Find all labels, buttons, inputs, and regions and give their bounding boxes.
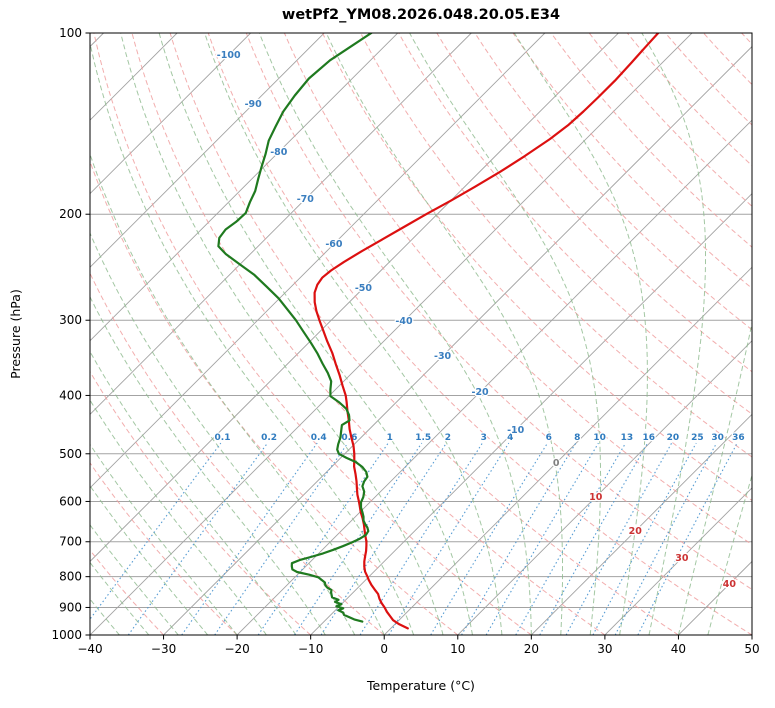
y-tick-label: 900 (59, 600, 82, 614)
mixing-ratio-label: 1.5 (415, 433, 431, 443)
isotherm-label: -100 (217, 50, 241, 61)
temperature-curve (313, 33, 660, 630)
mixing-ratio-label: 2 (445, 433, 451, 443)
isotherm-label: -60 (325, 239, 343, 250)
x-tick-label: −20 (224, 642, 249, 656)
isotherm-label: -20 (472, 387, 490, 398)
moist-adiabat-lines (90, 33, 752, 635)
x-tick-label: 10 (450, 642, 465, 656)
x-tick-label: 40 (671, 642, 686, 656)
mixing-ratio-lines (90, 442, 738, 635)
y-tick-label: 400 (59, 388, 82, 402)
plot-area: 0.1 0.2 0.4 0.6 1 1.5 2 3 4 6 8 10 13 16 20 25 30 36-100-… (90, 33, 752, 635)
y-tick-label: 800 (59, 570, 82, 584)
mixing-ratio-label: 8 (574, 433, 580, 443)
isotherm-label: 20 (629, 526, 643, 537)
mixing-ratio-label: 30 (711, 433, 724, 443)
isotherm-label: -90 (245, 99, 263, 110)
mixing-ratio-label: 25 (691, 433, 704, 443)
x-tick-label: 20 (524, 642, 539, 656)
y-tick-label: 100 (59, 26, 82, 40)
isotherm-label: -70 (297, 194, 315, 205)
y-tick-label: 700 (59, 535, 82, 549)
y-tick-label: 500 (59, 447, 82, 461)
mixing-ratio-label: 6 (546, 433, 552, 443)
dewpoint-curve (217, 33, 373, 623)
mixing-ratio-label: 0.1 (215, 433, 231, 443)
pressure-gridlines (90, 33, 752, 635)
mixing-ratio-label: 20 (667, 433, 680, 443)
isotherm-label: -30 (434, 351, 452, 362)
isotherm-label: 10 (589, 492, 603, 503)
isotherm-label: 40 (723, 579, 737, 590)
isotherm-label: 30 (675, 553, 689, 564)
mixing-ratio-label: 4 (507, 433, 513, 443)
y-axis-ticks: 100 200 300 400 500 600 700 800 900 1000 (51, 26, 90, 642)
x-tick-label: 50 (744, 642, 759, 656)
mixing-ratio-label: 36 (732, 433, 745, 443)
x-tick-label: 0 (380, 642, 388, 656)
y-tick-label: 600 (59, 494, 82, 508)
isotherm-label: -10 (507, 425, 525, 436)
mixing-ratio-labels: 0.1 0.2 0.4 0.6 1 1.5 2 3 4 6 8 10 13 16 20 25 30 36 (213, 432, 746, 445)
isotherm-label: -80 (270, 147, 288, 158)
plot-border (89, 32, 753, 636)
mixing-ratio-label: 0.2 (261, 433, 277, 443)
isotherm-label: 0 (553, 458, 560, 469)
isotherm-lines (90, 33, 752, 635)
mixing-ratio-label: 0.4 (311, 433, 327, 443)
chart-title: wetPf2_YM08.2026.048.20.05.E34 (281, 7, 561, 23)
mixing-ratio-label: 3 (481, 433, 487, 443)
y-tick-label: 300 (59, 313, 82, 327)
mixing-ratio-label: 10 (593, 433, 606, 443)
x-tick-label: −10 (298, 642, 323, 656)
dry-adiabat-lines (90, 33, 752, 635)
mixing-ratio-label: 13 (621, 433, 634, 443)
y-tick-label: 200 (59, 207, 82, 221)
mixing-ratio-label: 0.6 (341, 433, 357, 443)
y-tick-label: 1000 (51, 628, 82, 642)
isotherm-label: -50 (355, 283, 373, 294)
x-tick-label: 30 (597, 642, 612, 656)
mixing-ratio-label: 1 (387, 433, 393, 443)
x-axis-ticks: −40 −30 −20 −10 0 10 20 30 40 50 (77, 635, 760, 656)
mixing-ratio-label: 16 (643, 433, 656, 443)
isotherm-label: -40 (395, 316, 413, 327)
x-axis-label: Temperature (°C) (367, 678, 475, 693)
x-tick-label: −40 (77, 642, 102, 656)
x-tick-label: −30 (151, 642, 176, 656)
